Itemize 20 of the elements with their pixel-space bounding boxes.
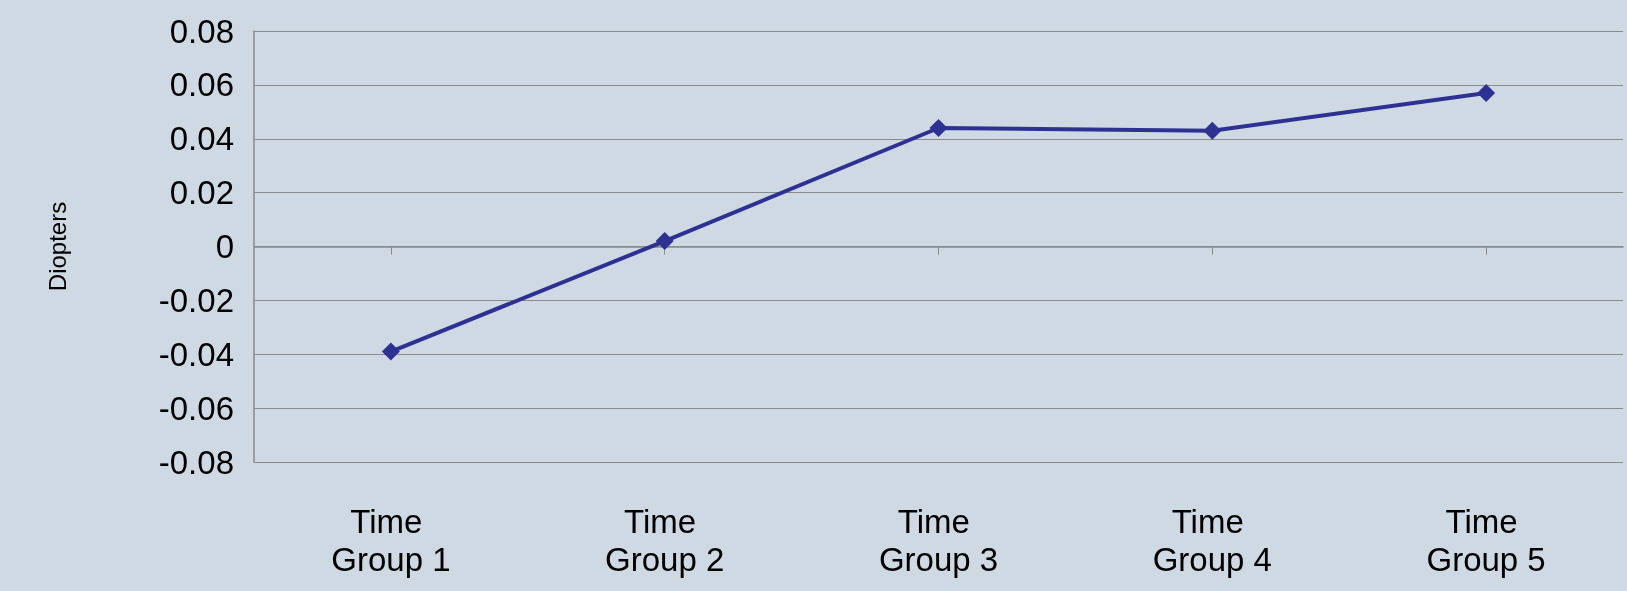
y-tick-label: 0.08 [169, 12, 234, 50]
point [1477, 83, 1496, 102]
y-tick-label: -0.04 [158, 335, 234, 373]
y-tick-label: -0.02 [158, 281, 234, 319]
point [1203, 121, 1222, 140]
point [655, 232, 674, 251]
x-tick-label: Time Group 2 [605, 502, 725, 578]
y-tick-label: 0.04 [169, 120, 234, 158]
y-tick-label: 0.06 [169, 66, 234, 104]
y-tick-label: -0.08 [158, 443, 234, 481]
x-tick-label: Time Group 4 [1152, 502, 1272, 578]
y-tick-label: 0 [215, 228, 234, 265]
x-tick-label: Time Group 3 [878, 502, 999, 578]
point [381, 342, 400, 361]
x-tick-label: Time Group 5 [1426, 502, 1546, 578]
point [929, 118, 948, 137]
y-tick-label: 0.02 [169, 174, 234, 212]
y-tick-label: -0.06 [158, 389, 234, 427]
y-axis-title: Diopters [43, 201, 71, 292]
x-tick-label: Time Group 1 [331, 502, 451, 578]
